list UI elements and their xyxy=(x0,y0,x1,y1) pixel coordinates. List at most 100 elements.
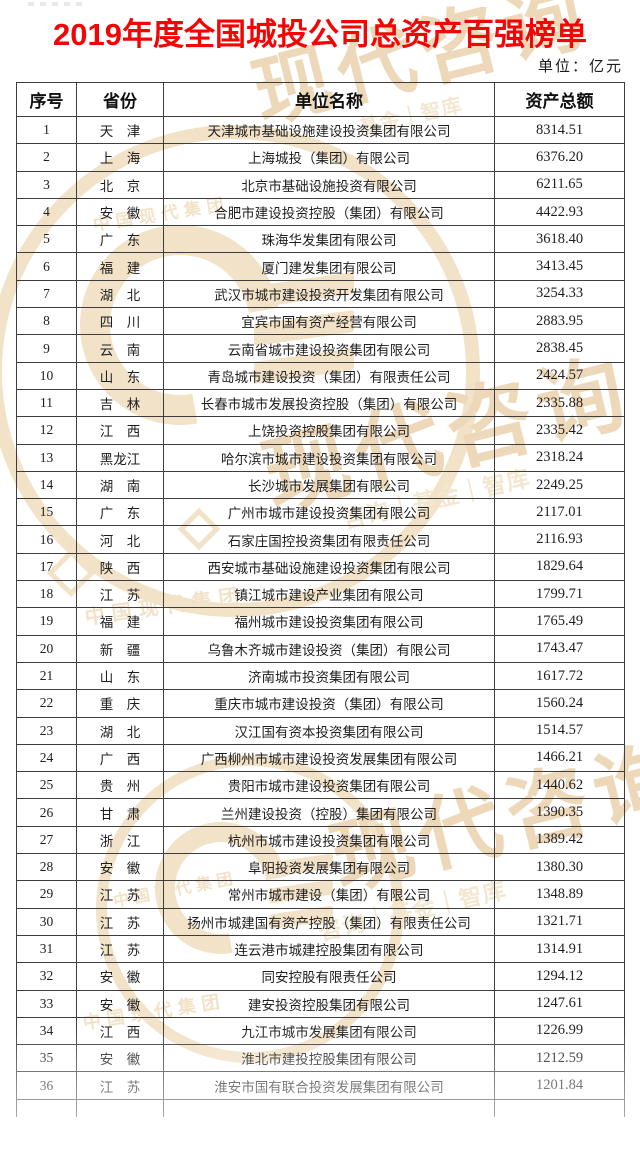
cell-assets: 1617.72 xyxy=(494,661,625,691)
cell-rank: 19 xyxy=(16,607,77,636)
cell-assets: 1247.61 xyxy=(494,989,625,1018)
table-row: 6 福 建 厦门建发集团有限公司 3413.45 xyxy=(16,252,625,281)
cell-rank: 36 xyxy=(16,1071,77,1100)
cell-company: 兰州建设投资（控股）集团有限公司 xyxy=(163,798,495,827)
cell-assets: 1799.71 xyxy=(494,580,625,609)
table-row: 14 湖 南 长沙城市发展集团有限公司 2249.25 xyxy=(16,470,625,500)
cell-assets: 1514.57 xyxy=(494,716,625,745)
cell-province: 吉 林 xyxy=(76,388,164,418)
cell-company: 同安控股有限责任公司 xyxy=(163,962,495,991)
table-row: 21 山 东 济南城市投资集团有限公司 1617.72 xyxy=(16,661,625,691)
table-row: 11 吉 林 长春市城市发展投资控股（集团）有限公司 2335.88 xyxy=(16,388,625,418)
cell-rank: 8 xyxy=(16,307,77,336)
cell-company: 合肥市建设投资控股（集团）有限公司 xyxy=(163,197,495,227)
table-row: 9 云 南 云南省城市建设投资集团有限公司 2838.45 xyxy=(16,334,625,363)
cell-assets: 1765.49 xyxy=(494,607,625,636)
cell-assets: 1390.35 xyxy=(494,798,625,827)
cell-company xyxy=(163,1098,495,1118)
cell-company: 重庆市城市建设投资（集团）有限公司 xyxy=(163,689,495,718)
cell-province: 黑龙江 xyxy=(76,443,164,472)
cell-rank: 33 xyxy=(16,989,77,1018)
cell-rank: 26 xyxy=(16,798,77,827)
cell-province: 湖 北 xyxy=(76,279,164,309)
cell-company: 云南省城市建设投资集团有限公司 xyxy=(163,334,495,363)
table-row: 17 陕 西 西安城市基础设施建设投资集团有限公司 1829.64 xyxy=(16,552,625,582)
cell-rank: 2 xyxy=(16,143,77,172)
table-row: 29 江 苏 常州市城市建设（集团）有限公司 1348.89 xyxy=(16,880,625,909)
table-row: 31 江 苏 连云港市城建控股集团有限公司 1314.91 xyxy=(16,934,625,964)
cell-assets: 1829.64 xyxy=(494,552,625,582)
cell-rank: 5 xyxy=(16,225,77,254)
cell-assets xyxy=(494,1098,625,1118)
cell-province: 安 徽 xyxy=(76,962,164,991)
cell-company: 宜宾市国有资产经营有限公司 xyxy=(163,307,495,336)
cell-province: 四 川 xyxy=(76,307,164,336)
cell-province: 广 东 xyxy=(76,498,164,527)
table-row: 26 甘 肃 兰州建设投资（控股）集团有限公司 1390.35 xyxy=(16,798,625,827)
column-header-province: 省份 xyxy=(76,82,164,117)
cell-company: 哈尔滨市城市建设投资集团有限公司 xyxy=(163,443,495,472)
cell-rank: 22 xyxy=(16,689,77,718)
cell-province: 江 苏 xyxy=(76,880,164,909)
cell-company: 镇江城市建设产业集团有限公司 xyxy=(163,580,495,609)
cell-company: 上海城投（集团）有限公司 xyxy=(163,143,495,172)
cell-rank: 31 xyxy=(16,934,77,964)
cell-rank: 32 xyxy=(16,962,77,991)
cell-assets: 2424.57 xyxy=(494,361,625,390)
cell-province: 福 建 xyxy=(76,252,164,281)
cell-rank: 11 xyxy=(16,388,77,418)
cell-assets: 6376.20 xyxy=(494,143,625,172)
cell-assets: 3254.33 xyxy=(494,279,625,309)
cell-rank: 27 xyxy=(16,825,77,855)
cell-rank: 18 xyxy=(16,580,77,609)
cell-assets: 1212.59 xyxy=(494,1044,625,1073)
table-row: 33 安 徽 建安投资控股集团有限公司 1247.61 xyxy=(16,989,625,1018)
cell-rank: 28 xyxy=(16,853,77,882)
table-row: 1 天 津 天津城市基础设施建设投资集团有限公司 8314.51 xyxy=(16,115,625,145)
cell-province: 浙 江 xyxy=(76,825,164,855)
cell-rank: 3 xyxy=(16,170,77,199)
cell-rank xyxy=(16,1098,77,1118)
cell-province: 河 北 xyxy=(76,525,164,554)
cell-assets: 2335.42 xyxy=(494,416,625,445)
cell-rank: 13 xyxy=(16,443,77,472)
cell-province: 安 徽 xyxy=(76,989,164,1018)
cell-rank: 6 xyxy=(16,252,77,281)
table-row: 4 安 徽 合肥市建设投资控股（集团）有限公司 4422.93 xyxy=(16,197,625,227)
cell-company: 扬州市城建国有资产控股（集团）有限责任公司 xyxy=(163,907,495,936)
cell-rank: 12 xyxy=(16,416,77,445)
cell-assets: 2249.25 xyxy=(494,470,625,500)
table-row: 3 北 京 北京市基础设施投资有限公司 6211.65 xyxy=(16,170,625,199)
cell-rank: 10 xyxy=(16,361,77,390)
cell-rank: 23 xyxy=(16,716,77,745)
cell-company: 汉江国有资本投资集团有限公司 xyxy=(163,716,495,745)
cell-province: 江 苏 xyxy=(76,1071,164,1100)
cell-company: 杭州市城市建设投资集团有限公司 xyxy=(163,825,495,855)
column-header-rank: 序号 xyxy=(16,82,77,117)
cell-company: 淮北市建投控股集团有限公司 xyxy=(163,1044,495,1073)
page-title: 2019年度全国城投公司总资产百强榜单 xyxy=(53,17,587,52)
table-row xyxy=(16,1098,625,1118)
table-row: 10 山 东 青岛城市建设投资（集团）有限责任公司 2424.57 xyxy=(16,361,625,390)
table-header-row: 序号 省份 单位名称 资产总额 xyxy=(16,82,625,117)
table-row: 2 上 海 上海城投（集团）有限公司 6376.20 xyxy=(16,143,625,172)
column-header-company: 单位名称 xyxy=(163,82,495,117)
cell-province: 江 苏 xyxy=(76,934,164,964)
cell-province: 山 东 xyxy=(76,361,164,390)
column-header-assets: 资产总额 xyxy=(494,82,625,117)
cell-province: 新 疆 xyxy=(76,634,164,663)
cell-assets: 2117.01 xyxy=(494,498,625,527)
cell-company: 连云港市城建控股集团有限公司 xyxy=(163,934,495,964)
table-row: 5 广 东 珠海华发集团有限公司 3618.40 xyxy=(16,225,625,254)
cell-province: 重 庆 xyxy=(76,689,164,718)
cell-province xyxy=(76,1098,164,1118)
table-row: 35 安 徽 淮北市建投控股集团有限公司 1212.59 xyxy=(16,1044,625,1073)
cell-assets: 1389.42 xyxy=(494,825,625,855)
cell-company: 西安城市基础设施建设投资集团有限公司 xyxy=(163,552,495,582)
cell-rank: 9 xyxy=(16,334,77,363)
cell-company: 广西柳州市城市建设投资发展集团有限公司 xyxy=(163,743,495,773)
cell-province: 甘 肃 xyxy=(76,798,164,827)
cell-assets: 4422.93 xyxy=(494,197,625,227)
cell-rank: 34 xyxy=(16,1016,77,1046)
